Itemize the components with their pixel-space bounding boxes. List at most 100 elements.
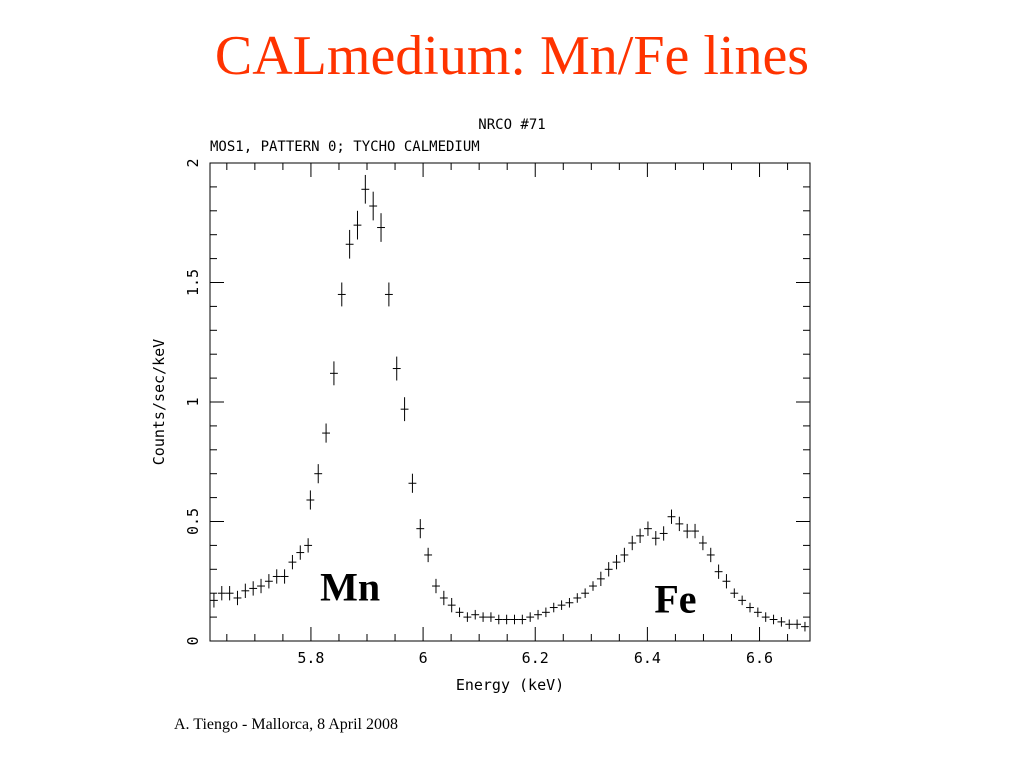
- data-point: [777, 617, 786, 627]
- x-tick-label: 5.8: [297, 649, 324, 667]
- data-point: [337, 282, 346, 307]
- data-point: [753, 607, 762, 618]
- data-point: [424, 547, 433, 563]
- data-point: [667, 509, 676, 524]
- y-tick-label: 2: [184, 158, 202, 167]
- chart-subtitle: MOS1, PATTERN 0; TYCHO CALMEDIUM: [210, 139, 480, 155]
- data-point: [565, 597, 574, 608]
- data-point: [217, 586, 226, 601]
- data-point: [439, 590, 448, 606]
- data-point: [730, 588, 739, 598]
- data-point: [518, 614, 527, 625]
- data-point: [596, 571, 605, 587]
- data-point: [377, 213, 385, 242]
- x-tick-label: 6: [419, 649, 428, 667]
- data-point: [628, 535, 637, 551]
- x-tick-label: 6.2: [522, 649, 549, 667]
- data-point: [494, 614, 503, 625]
- data-point: [589, 581, 597, 591]
- data-point: [526, 612, 535, 622]
- data-point: [432, 578, 440, 594]
- data-point: [463, 612, 472, 622]
- data-point: [502, 614, 511, 625]
- x-tick-label: 6.4: [634, 649, 661, 667]
- data-point: [706, 547, 715, 563]
- data-point: [698, 535, 707, 551]
- data-points: [210, 174, 809, 632]
- data-point: [416, 519, 425, 539]
- data-point: [604, 562, 613, 577]
- data-point: [801, 621, 809, 632]
- y-tick-label: 0.5: [184, 508, 202, 535]
- data-point: [644, 521, 652, 536]
- x-tick-label: 6.6: [746, 649, 773, 667]
- data-point: [272, 569, 281, 584]
- data-point: [541, 607, 550, 618]
- plot-frame: [209, 162, 811, 642]
- data-point: [479, 612, 488, 622]
- data-point: [746, 602, 754, 613]
- data-point: [455, 607, 464, 618]
- chart-title: NRCO #71: [478, 117, 545, 133]
- data-point: [330, 361, 338, 386]
- data-point: [636, 528, 645, 544]
- data-point: [447, 597, 456, 613]
- data-point: [573, 593, 582, 603]
- data-point: [793, 619, 802, 630]
- data-point: [257, 578, 265, 594]
- data-point: [659, 526, 668, 541]
- data-point: [233, 590, 242, 606]
- slide-footer: A. Tiengo - Mallorca, 8 April 2008: [174, 716, 398, 733]
- data-point: [345, 229, 354, 259]
- data-point: [392, 356, 401, 381]
- y-tick-label: 0: [184, 636, 202, 645]
- data-point: [612, 554, 621, 570]
- data-point: [306, 490, 315, 510]
- y-tick-label: 1: [184, 397, 202, 406]
- data-point: [683, 523, 692, 539]
- data-point: [400, 397, 409, 422]
- data-point: [714, 564, 723, 579]
- data-point: [280, 569, 289, 584]
- data-point: [304, 538, 313, 553]
- data-point: [264, 574, 273, 589]
- data-point: [769, 614, 778, 625]
- data-point: [761, 612, 770, 622]
- data-point: [296, 545, 305, 560]
- data-point: [408, 473, 417, 493]
- data-point: [353, 210, 362, 240]
- data-point: [557, 600, 566, 610]
- data-point: [322, 423, 330, 443]
- data-point: [534, 609, 542, 620]
- data-point: [549, 602, 558, 613]
- y-axis-label: Counts/sec/keV: [150, 339, 168, 465]
- x-axis: 5.8 6 6.2 6.4 6.6: [226, 163, 789, 667]
- data-point: [471, 609, 480, 620]
- data-point: [241, 583, 250, 598]
- data-point: [369, 191, 378, 221]
- data-point: [361, 174, 370, 204]
- data-point: [225, 586, 234, 601]
- data-point: [210, 593, 218, 608]
- data-point: [288, 554, 297, 570]
- x-axis-label: Energy (keV): [456, 676, 564, 694]
- annotation-mn: Mn: [320, 564, 380, 609]
- y-axis: 0 0.5 1 1.5 2: [184, 158, 810, 646]
- data-point: [581, 588, 590, 598]
- data-point: [384, 282, 393, 307]
- data-point: [785, 619, 794, 630]
- data-point: [510, 614, 519, 625]
- data-point: [620, 547, 629, 563]
- slide-title: CALmedium: Mn/Fe lines: [214, 25, 810, 87]
- y-tick-label: 1.5: [184, 269, 202, 296]
- data-point: [314, 464, 323, 484]
- data-point: [651, 531, 660, 546]
- plot-panel: NRCO #71 MOS1, PATTERN 0; TYCHO CALMEDIU…: [140, 105, 820, 705]
- data-point: [487, 612, 495, 622]
- data-point: [722, 574, 731, 589]
- data-point: [675, 516, 684, 532]
- data-point: [738, 595, 747, 606]
- data-point: [249, 581, 258, 596]
- annotation-fe: Fe: [654, 576, 696, 621]
- spectrum-chart: NRCO #71 MOS1, PATTERN 0; TYCHO CALMEDIU…: [150, 117, 811, 694]
